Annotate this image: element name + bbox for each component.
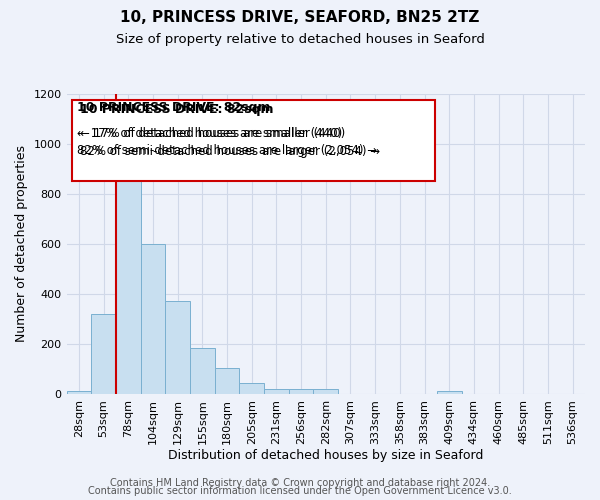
Bar	[140, 244, 165, 394]
Text: ← 17% of detached houses are smaller (440)
82% of semi-detached houses are large: ← 17% of detached houses are smaller (44…	[80, 127, 380, 158]
Bar	[437, 392, 461, 394]
Text: Contains public sector information licensed under the Open Government Licence v3: Contains public sector information licen…	[88, 486, 512, 496]
Bar	[313, 389, 338, 394]
Y-axis label: Number of detached properties: Number of detached properties	[15, 146, 28, 342]
Bar	[190, 348, 215, 394]
Text: 10 PRINCESS DRIVE: 82sqm: 10 PRINCESS DRIVE: 82sqm	[80, 103, 273, 116]
Bar	[239, 382, 264, 394]
Text: ← 17% of detached houses are smaller (440)
82% of semi-detached houses are large: ← 17% of detached houses are smaller (44…	[77, 127, 377, 157]
Text: 10 PRINCESS DRIVE: 82sqm: 10 PRINCESS DRIVE: 82sqm	[77, 102, 271, 114]
Bar	[67, 392, 91, 394]
Text: Contains HM Land Registry data © Crown copyright and database right 2024.: Contains HM Land Registry data © Crown c…	[110, 478, 490, 488]
X-axis label: Distribution of detached houses by size in Seaford: Distribution of detached houses by size …	[168, 450, 484, 462]
FancyBboxPatch shape	[72, 100, 434, 181]
Bar	[215, 368, 239, 394]
Bar	[289, 389, 313, 394]
Bar	[165, 302, 190, 394]
Text: Size of property relative to detached houses in Seaford: Size of property relative to detached ho…	[116, 32, 484, 46]
Bar	[116, 179, 140, 394]
Bar	[91, 314, 116, 394]
Bar	[264, 389, 289, 394]
Text: 10, PRINCESS DRIVE, SEAFORD, BN25 2TZ: 10, PRINCESS DRIVE, SEAFORD, BN25 2TZ	[121, 10, 479, 25]
